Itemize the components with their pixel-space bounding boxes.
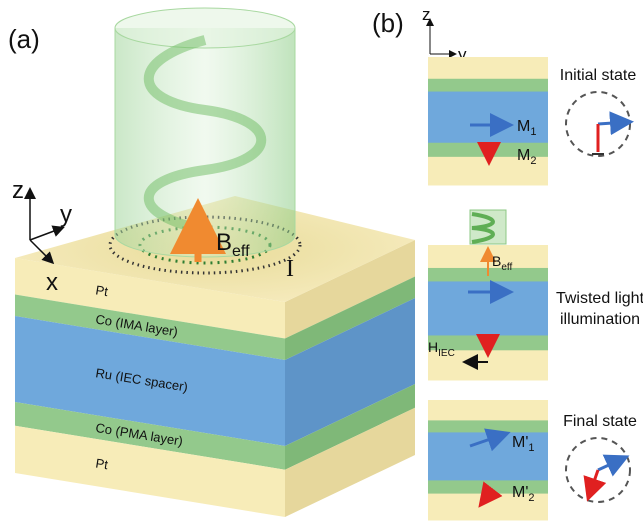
state-title: Twisted light [556,290,643,307]
state-title: Initial state [560,67,637,84]
panel-label: (b) [372,8,404,38]
layer-stack-3d [15,240,415,517]
subscript: eff [232,243,250,260]
layer-left [15,425,285,517]
layer [428,420,548,433]
axis-label: x [46,269,58,296]
axis-label: y [60,201,72,228]
layer-right [285,298,415,447]
symbol: M' [512,434,528,451]
symbol: M [517,118,530,135]
helix [143,35,267,235]
light-beam [114,28,296,258]
subscript: 2 [528,492,534,504]
layer-left [15,294,285,361]
layer-right [285,384,415,470]
m1-arrow [597,454,630,477]
symbol: B [492,253,501,269]
current-label: I [286,256,294,282]
field-label: Beff [216,229,250,260]
layer [428,281,548,336]
layer-left [15,258,285,339]
layer-left [15,316,285,447]
axis [29,239,55,265]
field-label: Beff [492,253,513,273]
layer-right [285,276,415,361]
layer-right [285,240,415,339]
symbol: H [428,339,438,355]
axis-label: y [458,45,467,64]
subscript: 1 [528,442,534,454]
dot-ring [108,215,302,275]
coupling-label: HIEC [428,339,455,359]
layer [428,78,548,93]
symbol: M [517,147,530,164]
axis [29,225,65,241]
state-title: Final state [563,413,637,430]
state-title: illumination [560,311,640,328]
subscript: IEC [438,348,455,359]
symbol: M' [512,484,528,501]
subscript: 1 [530,126,536,138]
subscript: eff [501,262,512,273]
m1-arrow [469,428,511,452]
symbol: B [216,229,232,256]
m2-label: M'2 [512,484,535,504]
beam-top [114,7,296,49]
layer-right [285,407,415,517]
state-circle [565,437,631,503]
layer [428,91,548,144]
m1-label: M'1 [512,434,535,454]
axis-label: z [12,177,24,204]
panel-label: (a) [8,24,40,54]
subscript: 2 [530,155,536,167]
helix [471,212,495,244]
layer-left [15,402,285,470]
m1-label: M1 [517,118,536,138]
layer [428,57,548,80]
layer-label: Pt [95,282,110,299]
m1-arrow [597,111,634,136]
layer [428,400,548,421]
m2-arrow [478,481,503,508]
m2-arrow [583,469,607,502]
layer-label: Pt [95,456,110,473]
axis-label: z [422,5,431,24]
m2-label: M2 [517,147,536,167]
